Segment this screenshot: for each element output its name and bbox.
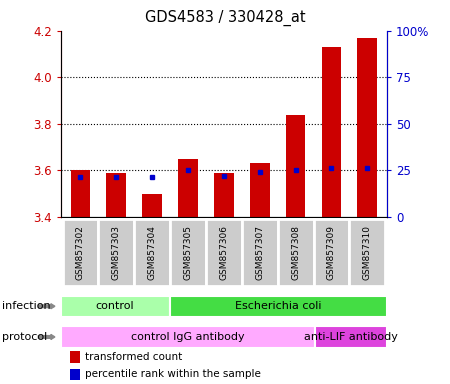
Text: GSM857303: GSM857303 [112, 225, 121, 280]
Text: GSM857305: GSM857305 [184, 225, 193, 280]
Text: GSM857302: GSM857302 [76, 225, 85, 280]
FancyBboxPatch shape [242, 219, 278, 286]
Text: anti-LIF antibody: anti-LIF antibody [304, 332, 398, 342]
Text: infection: infection [2, 301, 51, 311]
Text: transformed count: transformed count [85, 352, 182, 362]
Bar [107, 173, 126, 217]
Bar [357, 38, 377, 217]
Text: GSM857307: GSM857307 [255, 225, 264, 280]
FancyBboxPatch shape [134, 219, 170, 286]
Text: GSM857309: GSM857309 [327, 225, 336, 280]
FancyBboxPatch shape [99, 219, 134, 286]
Bar [71, 170, 90, 217]
Text: Escherichia coli: Escherichia coli [235, 301, 321, 311]
Text: GSM857306: GSM857306 [219, 225, 228, 280]
FancyBboxPatch shape [170, 219, 206, 286]
FancyBboxPatch shape [170, 296, 387, 317]
Text: GSM857304: GSM857304 [148, 225, 157, 280]
Bar [178, 159, 198, 217]
Text: control IgG antibody: control IgG antibody [131, 332, 244, 342]
Text: GSM857310: GSM857310 [363, 225, 372, 280]
Text: percentile rank within the sample: percentile rank within the sample [85, 369, 261, 379]
Text: control: control [96, 301, 135, 311]
Text: GDS4583 / 330428_at: GDS4583 / 330428_at [145, 10, 305, 26]
FancyBboxPatch shape [349, 219, 385, 286]
FancyBboxPatch shape [63, 219, 99, 286]
Bar [322, 47, 341, 217]
Bar [250, 164, 270, 217]
FancyBboxPatch shape [315, 326, 387, 348]
Bar [214, 173, 234, 217]
FancyBboxPatch shape [278, 219, 314, 286]
Bar [142, 194, 162, 217]
FancyBboxPatch shape [206, 219, 242, 286]
FancyBboxPatch shape [61, 326, 315, 348]
Text: GSM857308: GSM857308 [291, 225, 300, 280]
Bar [286, 114, 306, 217]
FancyBboxPatch shape [61, 296, 170, 317]
FancyBboxPatch shape [314, 219, 349, 286]
Text: protocol: protocol [2, 332, 48, 342]
